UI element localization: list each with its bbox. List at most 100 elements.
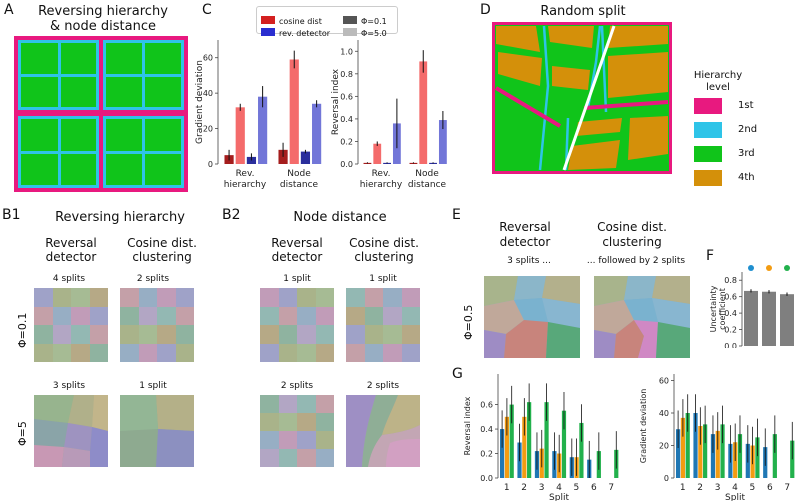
x-tick-label: 7 <box>608 483 614 493</box>
mosaic-cell <box>364 343 383 362</box>
y-tick-label: 0.4 <box>340 115 353 124</box>
mosaic-cell <box>297 431 316 449</box>
chart-reversal-index: 0.0 0.2 0.4 0.6 0.8 1.0 Reversal index Rev.hier… <box>331 40 447 190</box>
d-main-split <box>562 25 616 171</box>
mosaic-cell <box>278 413 297 431</box>
mosaic-cell <box>315 449 334 467</box>
legend-phi5-label: Φ=5.0 <box>361 29 387 38</box>
a-quadrant-tl <box>18 40 99 110</box>
e-caption-2: ... followed by 2 splits <box>586 256 686 266</box>
bar <box>419 61 428 164</box>
mosaic-cell <box>383 325 402 344</box>
bar <box>744 290 758 346</box>
y-tick-label: 0 <box>208 160 213 169</box>
x-tick-label: 6 <box>591 483 597 493</box>
mosaic-cell <box>401 325 420 344</box>
y-tick-label: 60 <box>659 377 669 386</box>
bar <box>278 149 288 164</box>
chart-g-reversal-index: 0.0 0.2 0.4 0.6 Reversal index 1 2 3 4 5 6 7 Split <box>463 374 619 501</box>
mosaic-cell <box>401 343 420 362</box>
mosaic-cell <box>278 325 297 344</box>
panel-b1-title: Reversing hierarchy <box>55 210 185 225</box>
panel-b2-letter: B2 <box>222 207 241 223</box>
x-tick-label: 2 <box>521 483 527 493</box>
mosaic-cell <box>138 288 157 307</box>
bar <box>685 413 690 478</box>
y-tick-label: 0.2 <box>724 326 737 335</box>
bar <box>755 437 760 478</box>
panel-a-title: Reversing hierarchy & node distance <box>18 4 188 34</box>
b2-col2-line2: clustering <box>354 250 414 264</box>
mosaic-cell <box>383 343 402 362</box>
bar <box>676 429 681 478</box>
x-axis-label: Split <box>725 493 745 501</box>
bar <box>438 120 447 164</box>
mosaic-cell <box>346 306 365 325</box>
b2-col2-header: Cosine dist. clustering <box>334 236 434 264</box>
mosaic-cell <box>297 395 316 413</box>
panel-c-letter: C <box>202 2 212 18</box>
legend-phi01: Φ=0.1 <box>343 9 387 28</box>
d-level1-split-right <box>583 100 669 110</box>
y-tick-label: 0.0 <box>724 342 737 348</box>
b1-r2c2-caption: 1 split <box>139 381 167 391</box>
bar <box>698 426 703 478</box>
panel-b1-letter: B1 <box>2 207 21 223</box>
mosaic-cell <box>52 325 71 344</box>
mosaic-cell <box>364 288 383 307</box>
mosaic-cell <box>315 306 334 325</box>
x-tick-label: 1 <box>504 483 510 493</box>
b1-col2-line2: clustering <box>132 250 192 264</box>
mosaic-cell <box>175 325 194 344</box>
mosaic-cell <box>297 306 316 325</box>
bar <box>544 402 549 478</box>
bar <box>527 402 532 478</box>
mosaic-cell <box>383 306 402 325</box>
x-tick-label: 4 <box>732 483 738 493</box>
bar <box>504 416 509 478</box>
b1-col1-line2: detector <box>45 250 97 264</box>
legend-cosine: cosine dist <box>261 9 322 28</box>
bar <box>363 162 372 164</box>
e-col1-line2: detector <box>499 235 551 249</box>
b2-r2c2-caption: 2 splits <box>366 381 400 391</box>
x-tick-label: 1 <box>680 483 686 493</box>
mosaic-cell <box>260 449 279 467</box>
mosaic-cell <box>34 288 53 307</box>
b2-col2-line1: Cosine dist. <box>349 236 419 250</box>
category-dot <box>766 265 772 271</box>
bar <box>383 162 391 164</box>
bar <box>680 417 685 478</box>
y-tick-label: 0.0 <box>340 160 353 169</box>
mosaic-cell <box>34 306 53 325</box>
mosaic-cell <box>52 306 71 325</box>
mosaic-cell <box>89 325 108 344</box>
mosaic-cell <box>71 343 90 362</box>
x-tick-label: hierarchy <box>224 180 267 190</box>
mosaic-cell <box>297 343 316 362</box>
panel-a-title-line2: & node distance <box>50 19 156 34</box>
bar <box>500 429 505 478</box>
b2-mosaic-phi5-reversal <box>260 395 334 467</box>
d-legend-swatch-4 <box>694 170 722 186</box>
e-col2-line1: Cosine dist. <box>597 220 667 234</box>
mosaic-cell <box>315 431 334 449</box>
bar <box>373 143 382 164</box>
mosaic-cell <box>260 413 279 431</box>
category-dot <box>784 265 790 271</box>
legend-revdet-swatch <box>261 27 275 36</box>
b1-r2c1-caption: 3 splits <box>52 381 86 391</box>
bar <box>289 59 299 164</box>
bar <box>300 151 311 164</box>
e-col2-header: Cosine dist. clustering <box>572 220 692 250</box>
mosaic-cell <box>315 395 334 413</box>
mosaic-cell <box>260 306 279 325</box>
b1-col2-header: Cosine dist. clustering <box>112 236 212 264</box>
mosaic-cell <box>157 343 176 362</box>
e-mosaic-cosine <box>594 276 690 358</box>
a-quadrant-bl <box>18 116 99 188</box>
y-tick-label: 40 <box>659 409 669 418</box>
mosaic-cell <box>34 325 53 344</box>
y-tick-label: 0.6 <box>724 293 737 302</box>
y-tick-label: 0.2 <box>340 137 353 146</box>
